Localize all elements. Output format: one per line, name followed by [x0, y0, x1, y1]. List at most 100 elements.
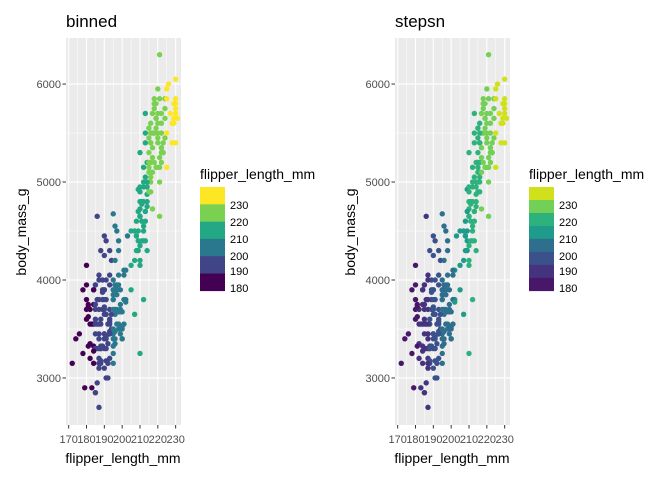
- x-axis-title: flipper_length_mm: [394, 450, 509, 466]
- data-point: [430, 345, 437, 352]
- data-point: [121, 267, 127, 273]
- data-point: [153, 115, 159, 122]
- data-point: [437, 311, 444, 317]
- data-point: [142, 174, 149, 180]
- data-point: [432, 336, 438, 342]
- data-point: [484, 140, 490, 146]
- data-point: [124, 233, 131, 239]
- x-tick-label-170: 170: [59, 434, 77, 446]
- data-point: [444, 247, 451, 254]
- data-point: [439, 360, 445, 366]
- data-point: [155, 135, 161, 141]
- data-point: [142, 208, 149, 215]
- x-tick-label-200: 200: [113, 434, 131, 446]
- data-point: [471, 130, 478, 136]
- chart-title: binned: [66, 12, 117, 31]
- data-point: [103, 336, 109, 342]
- data-point: [110, 211, 116, 217]
- data-point: [156, 96, 163, 102]
- data-point: [501, 76, 508, 82]
- data-point: [146, 159, 152, 166]
- data-point: [110, 306, 116, 313]
- data-point: [430, 233, 437, 239]
- data-point: [96, 331, 102, 337]
- data-point: [430, 331, 437, 337]
- data-point: [112, 340, 118, 347]
- y-tick-label-5000: 5000: [37, 177, 61, 189]
- data-point: [448, 323, 454, 330]
- data-point: [106, 316, 113, 322]
- legend-key: [529, 277, 554, 292]
- data-point: [473, 247, 479, 254]
- data-point: [475, 164, 481, 171]
- data-point: [464, 228, 470, 234]
- data-point: [146, 164, 152, 171]
- data-point: [160, 149, 166, 156]
- data-point: [469, 164, 476, 171]
- data-point: [476, 189, 483, 195]
- data-point: [475, 159, 481, 166]
- data-point: [106, 355, 113, 362]
- y-axis-title: body_mass_g: [13, 188, 29, 275]
- data-point: [153, 100, 159, 107]
- legend-label-200: 200: [230, 251, 248, 263]
- data-point: [140, 228, 147, 234]
- data-point: [476, 140, 483, 146]
- data-point: [96, 321, 102, 327]
- data-point: [412, 282, 419, 288]
- data-point: [140, 223, 147, 229]
- data-point: [92, 316, 99, 322]
- data-point: [425, 360, 431, 366]
- legend-label-180: 180: [559, 283, 577, 295]
- data-point: [146, 125, 152, 131]
- data-point: [468, 201, 474, 207]
- x-tick-label-210: 210: [131, 434, 149, 446]
- data-point: [493, 130, 499, 136]
- data-point: [491, 135, 497, 141]
- data-point: [427, 247, 433, 254]
- data-point: [92, 282, 99, 288]
- data-point: [473, 184, 479, 190]
- data-point: [471, 238, 478, 244]
- x-tick-label-190: 190: [95, 434, 113, 446]
- data-point: [135, 208, 141, 215]
- data-point: [457, 287, 463, 293]
- data-point: [172, 76, 179, 82]
- data-point: [450, 272, 456, 278]
- data-point: [457, 262, 463, 268]
- data-point: [412, 316, 419, 322]
- data-point: [425, 365, 431, 371]
- data-point: [121, 272, 127, 278]
- x-tick-label-180: 180: [406, 434, 424, 446]
- data-point: [94, 213, 100, 220]
- data-point: [162, 135, 168, 141]
- data-point: [103, 311, 109, 317]
- data-point: [162, 115, 168, 122]
- data-point: [106, 331, 113, 337]
- data-point: [90, 360, 97, 366]
- data-point: [491, 115, 497, 122]
- data-point: [171, 120, 177, 126]
- data-point: [446, 331, 453, 337]
- data-point: [117, 331, 124, 337]
- legend-key: [529, 225, 554, 240]
- data-point: [471, 140, 478, 146]
- legend-key: [529, 264, 554, 279]
- chart-title: stepsn: [395, 12, 445, 31]
- data-point: [142, 110, 149, 117]
- data-point: [480, 159, 486, 166]
- data-point: [423, 380, 429, 386]
- data-point: [425, 404, 431, 411]
- y-tick-label-3000: 3000: [366, 373, 390, 385]
- data-point: [106, 272, 113, 278]
- data-point: [172, 105, 179, 112]
- legend-label-210: 210: [230, 234, 248, 246]
- data-point: [466, 243, 472, 249]
- legend-key: [200, 238, 225, 257]
- data-point: [491, 105, 497, 112]
- data-point: [158, 145, 165, 151]
- data-point: [151, 105, 157, 112]
- data-point: [112, 336, 118, 342]
- data-point: [87, 355, 93, 362]
- data-point: [439, 277, 445, 283]
